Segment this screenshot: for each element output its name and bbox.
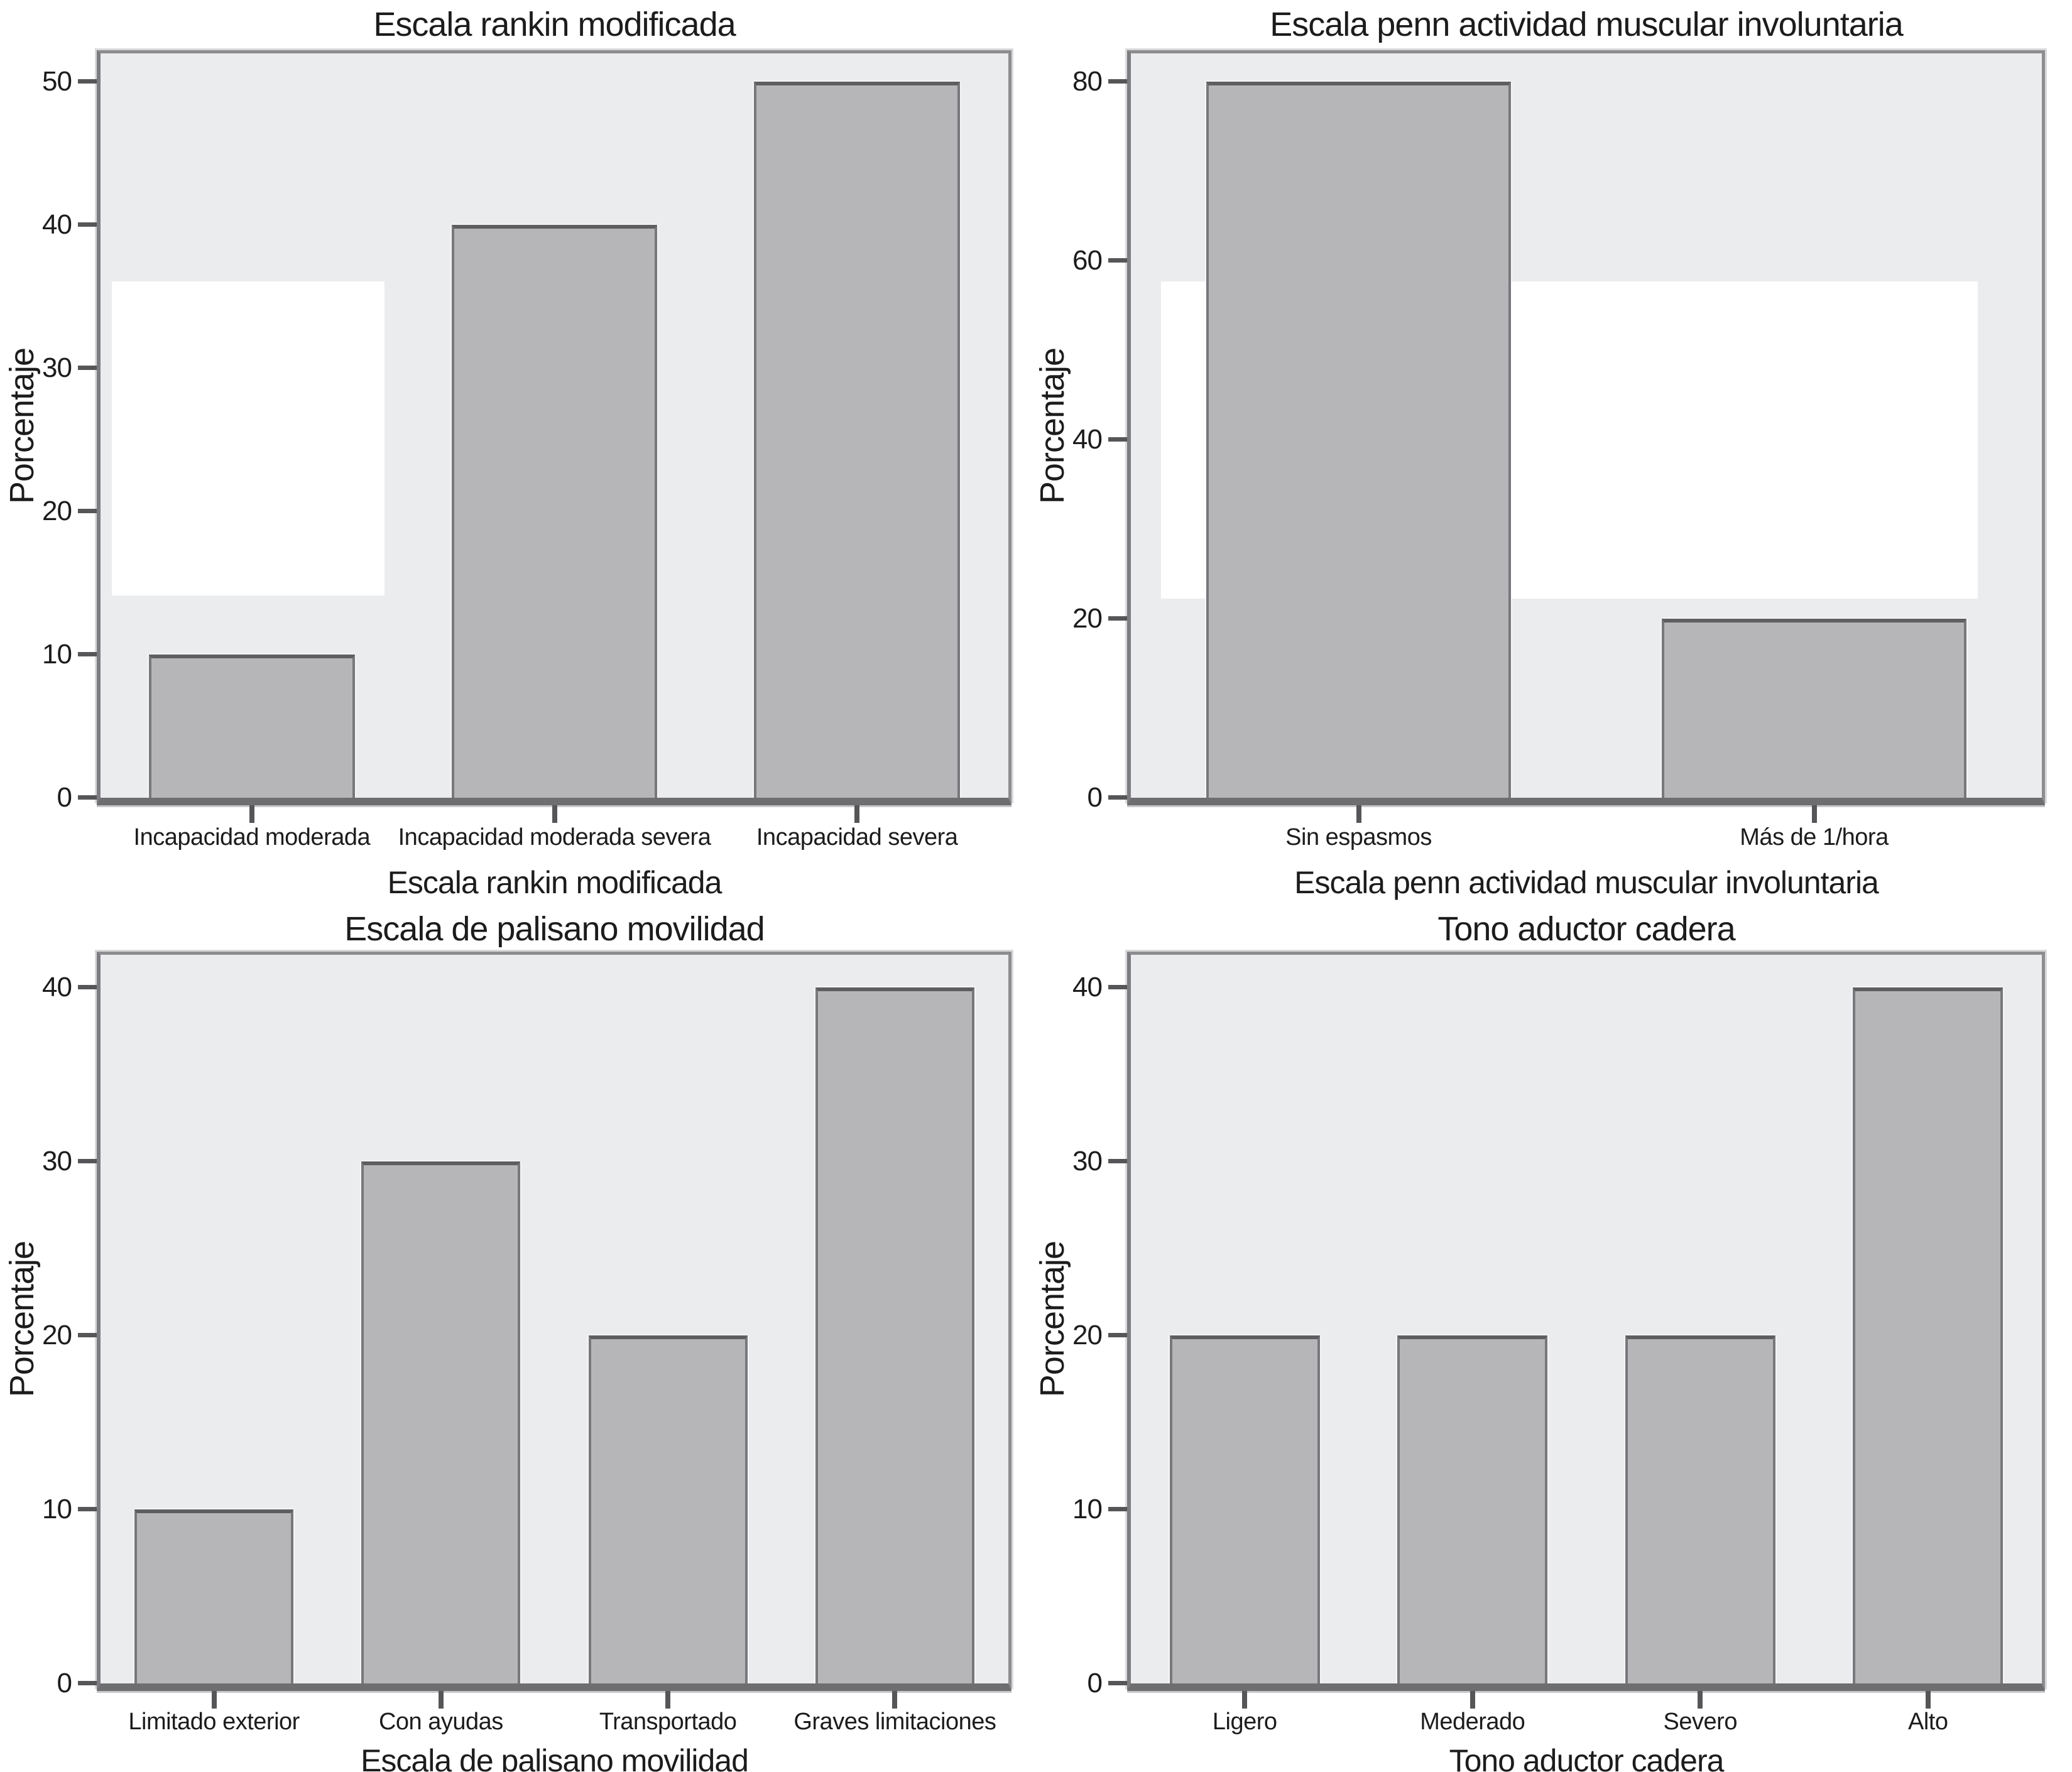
y-tick-label: 0 [1087,1668,1103,1699]
y-tick-mark [1108,795,1127,800]
y-tick-mark [1108,1333,1127,1337]
y-tick-mark [1108,79,1127,84]
bar [149,655,355,798]
y-tick-label: 40 [42,209,72,240]
y-tick-label: 50 [42,66,72,97]
y-tick-mark [78,652,97,656]
bar [1853,987,2004,1683]
x-tick-mark [1356,805,1361,823]
y-tick-label: 20 [1072,603,1103,634]
x-category-label: Graves limitaciones [793,1709,996,1735]
y-tick-label: 40 [1072,424,1103,455]
x-axis-title: Escala de palisano movilidad [361,1743,749,1772]
white-patch [112,281,384,595]
y-tick-mark [78,79,97,84]
y-tick-mark [78,509,97,513]
x-category-label: Severo [1663,1709,1738,1735]
x-tick-mark [854,805,860,823]
y-tick-mark [78,1333,97,1337]
bar [1661,619,1967,798]
x-axis-title: Escala rankin modificada [387,865,722,900]
bar [588,1335,748,1683]
x-category-label: Más de 1/hora [1740,824,1889,851]
x-category-label: Ligero [1212,1709,1277,1735]
y-tick-label: 20 [1072,1320,1103,1351]
x-tick-mark [892,1691,898,1709]
bar [815,987,974,1683]
x-category-label: Incapacidad moderada [133,824,371,851]
bar [754,82,960,798]
y-tick-label: 30 [1072,1146,1103,1177]
y-tick-label: 80 [1072,66,1103,97]
x-tick-mark [211,1691,217,1709]
y-tick-mark [1108,985,1127,989]
x-category-label: Alto [1908,1709,1948,1735]
x-tick-mark [1469,1691,1475,1709]
y-tick-label: 10 [42,1494,72,1525]
y-tick-label: 20 [42,1320,72,1351]
y-tick-mark [1108,1507,1127,1511]
x-tick-mark [1811,805,1817,823]
y-tick-label: 40 [42,972,72,1003]
x-tick-mark [249,805,254,823]
y-tick-label: 0 [57,782,72,813]
y-tick-mark [78,1681,97,1685]
x-category-label: Limitado exterior [128,1709,300,1735]
y-tick-mark [78,795,97,800]
bar [1206,82,1512,798]
bar [1625,1335,1775,1683]
y-tick-label: 0 [1087,782,1103,813]
x-tick-mark [1698,1691,1703,1709]
chart-title: Tono aductor cadera [1437,910,1735,948]
x-category-label: Sin espasmos [1285,824,1432,851]
x-tick-mark [438,1691,444,1709]
x-axis-title: Escala penn actividad muscular involunta… [1294,865,1879,900]
y-tick-label: 10 [42,639,72,670]
y-tick-mark [1108,1681,1127,1685]
y-tick-mark [78,1507,97,1511]
y-tick-mark [1108,616,1127,621]
y-tick-mark [78,985,97,989]
bar [361,1161,521,1683]
y-tick-label: 10 [1072,1494,1103,1525]
x-category-label: Con ayudas [378,1709,503,1735]
x-tick-mark [1242,1691,1248,1709]
chart-title: Escala de palisano movilidad [344,910,765,948]
chart-title: Escala rankin modificada [373,6,736,43]
x-tick-mark [552,805,557,823]
y-tick-label: 60 [1072,245,1103,276]
x-tick-mark [665,1691,671,1709]
x-category-label: Mederado [1420,1709,1525,1735]
y-tick-mark [1108,258,1127,263]
y-tick-label: 30 [42,352,72,383]
y-tick-label: 40 [1072,972,1103,1003]
y-tick-mark [78,222,97,227]
y-tick-mark [78,366,97,370]
bar [451,225,658,798]
x-category-label: Incapacidad severa [756,824,958,851]
y-tick-label: 30 [42,1146,72,1177]
bar [134,1509,294,1683]
x-category-label: Transportado [599,1709,737,1735]
x-category-label: Incapacidad moderada severa [398,824,711,851]
y-tick-label: 0 [57,1668,72,1699]
y-tick-mark [78,1159,97,1163]
y-tick-mark [1108,437,1127,442]
x-axis-title: Tono aductor cadera [1449,1743,1725,1772]
y-tick-label: 20 [42,496,72,526]
x-tick-mark [1925,1691,1931,1709]
bar [1169,1335,1320,1683]
chart-title: Escala penn actividad muscular involunta… [1270,6,1904,43]
y-tick-mark [1108,1159,1127,1163]
bar [1397,1335,1548,1683]
